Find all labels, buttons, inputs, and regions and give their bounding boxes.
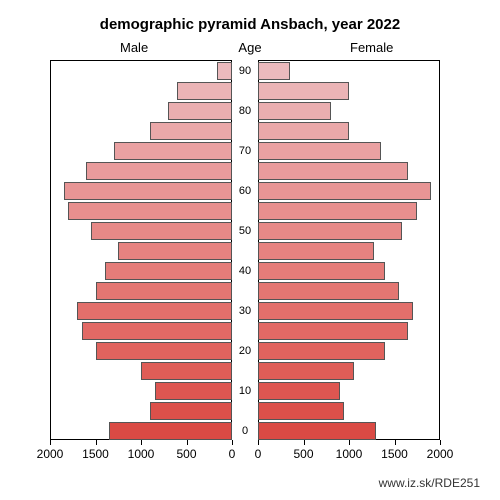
x-tick-label: 1500 — [74, 447, 118, 461]
female-bar — [258, 262, 385, 280]
female-bar — [258, 242, 374, 260]
age-tick-label: 60 — [232, 185, 258, 197]
x-tick — [349, 440, 350, 445]
male-bar — [168, 102, 232, 120]
male-bar — [96, 342, 233, 360]
female-bar — [258, 342, 385, 360]
x-tick — [141, 440, 142, 445]
x-tick — [96, 440, 97, 445]
female-bar — [258, 302, 413, 320]
x-tick — [50, 440, 51, 445]
female-bar — [258, 82, 349, 100]
male-bar — [96, 282, 233, 300]
female-bar — [258, 322, 408, 340]
age-tick-label: 10 — [232, 385, 258, 397]
female-bar — [258, 402, 344, 420]
female-bar — [258, 382, 340, 400]
age-tick-label: 30 — [232, 305, 258, 317]
x-tick-label: 0 — [236, 447, 280, 461]
x-tick — [187, 440, 188, 445]
female-bar — [258, 182, 431, 200]
x-tick-label: 2000 — [28, 447, 72, 461]
age-header: Age — [0, 40, 500, 55]
male-bar — [217, 62, 232, 80]
age-tick-label: 40 — [232, 265, 258, 277]
x-tick — [395, 440, 396, 445]
female-bar — [258, 362, 354, 380]
x-tick-label: 1500 — [373, 447, 417, 461]
female-bar — [258, 162, 408, 180]
age-tick-label: 20 — [232, 345, 258, 357]
male-bar — [68, 202, 232, 220]
x-tick — [440, 440, 441, 445]
male-bar — [82, 322, 232, 340]
male-bar — [86, 162, 232, 180]
x-tick — [258, 440, 259, 445]
male-bar — [109, 422, 232, 440]
female-bar — [258, 122, 349, 140]
male-bar — [91, 222, 232, 240]
male-bar — [105, 262, 232, 280]
female-header: Female — [350, 40, 393, 55]
male-bar — [177, 82, 232, 100]
demographic-pyramid-chart: demographic pyramid Ansbach, year 2022 M… — [0, 0, 500, 500]
age-tick-label: 90 — [232, 65, 258, 77]
female-bar — [258, 102, 331, 120]
male-bar — [141, 362, 232, 380]
female-bar — [258, 142, 381, 160]
female-bar — [258, 222, 402, 240]
female-bar — [258, 62, 290, 80]
x-tick-label: 2000 — [418, 447, 462, 461]
female-bar — [258, 422, 376, 440]
x-tick-label: 500 — [282, 447, 326, 461]
female-bar — [258, 282, 399, 300]
x-tick-label: 1000 — [119, 447, 163, 461]
chart-title: demographic pyramid Ansbach, year 2022 — [0, 16, 500, 33]
male-bar — [150, 122, 232, 140]
age-tick-label: 50 — [232, 225, 258, 237]
age-tick-label: 70 — [232, 145, 258, 157]
female-bar — [258, 202, 417, 220]
age-tick-label: 80 — [232, 105, 258, 117]
x-tick — [232, 440, 233, 445]
x-tick — [304, 440, 305, 445]
male-bar — [118, 242, 232, 260]
male-bar — [150, 402, 232, 420]
x-tick-label: 1000 — [327, 447, 371, 461]
male-bar — [64, 182, 232, 200]
male-bar — [114, 142, 232, 160]
source-credit: www.iz.sk/RDE251 — [379, 476, 480, 490]
age-tick-label: 0 — [232, 425, 258, 437]
male-bar — [155, 382, 232, 400]
x-tick-label: 500 — [165, 447, 209, 461]
male-bar — [77, 302, 232, 320]
